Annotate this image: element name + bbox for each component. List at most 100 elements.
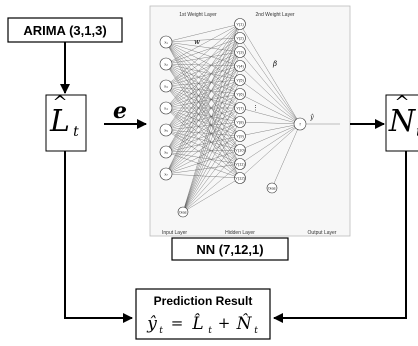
nn-hidden-node: Y(9) [234, 130, 246, 142]
nn-weight-1-line [165, 163, 241, 175]
nn-weight-1-line [165, 41, 241, 109]
nn-hidden-node-label: Y(2) [236, 36, 244, 41]
nn-hidden-node: Y(5) [234, 74, 246, 86]
nn-nodes: x₁ x₂ x₃ x₄ x₅ x₆ x₇ bias Y(1) Y(2) Y(3) Y(4) Y(5) Y(… [159, 18, 307, 218]
nn-weight-2-line [239, 123, 301, 179]
nn-weight-1-line [165, 51, 241, 65]
formula-plus: + [218, 314, 231, 332]
nn-output-node: f [293, 117, 307, 131]
nn-weight-1-line [165, 85, 241, 109]
nn-weight-1-line [165, 63, 241, 137]
nn-weight-1-line [165, 65, 241, 153]
nn-weight-2-line [239, 37, 301, 125]
svg-text:^: ^ [394, 92, 409, 113]
nn-weight-1-line [165, 63, 241, 179]
nn-input-node-label: x₅ [164, 128, 168, 133]
nn-input-bias-node: bias [177, 206, 189, 218]
nn-weight-1-line [165, 63, 241, 67]
prediction-title: Prediction Result [154, 294, 253, 308]
nn-input-node: x₂ [159, 57, 173, 71]
nn-weight-1-line [165, 85, 241, 179]
nn-weight-1-line [165, 173, 241, 179]
arima-label: ARIMA (3,1,3) [23, 23, 106, 38]
nn-input-node-label: x₁ [164, 40, 168, 45]
nn-weight-1-line [165, 51, 241, 153]
nn-weight-1-line [165, 23, 241, 175]
nn-weight-1-line [165, 41, 241, 67]
nn-weight-2-line [239, 51, 301, 125]
nn-hidden-node-label: Y(12) [235, 176, 245, 181]
nn-weight-1-line [182, 163, 241, 213]
nn-weight-1-line [165, 37, 241, 131]
nn-weight-2-line [239, 123, 301, 165]
nn-weight-1-line [165, 63, 241, 81]
nn-weight-1-line [165, 23, 241, 87]
arrow-lhat-to-prediction [64, 151, 133, 323]
nn-hidden-node-label: Y(5) [236, 78, 244, 83]
arima-box: ARIMA (3,1,3) [7, 17, 123, 43]
nn-weight-1-line [165, 85, 241, 95]
nn-weight-1-line [165, 129, 241, 165]
nn-weight-1-line [165, 107, 241, 137]
nn-hidden-node: Y(6) [234, 88, 246, 100]
prediction-box: Prediction Result ŷ t = L̂ t + N̂ t [135, 288, 271, 340]
second-weight-layer-label: 2nd Weight Layer [255, 12, 294, 18]
nn-hidden-node: Y(10) [234, 144, 246, 156]
nn-weight-1-line [165, 107, 241, 165]
nn-weight-1-line [165, 63, 241, 109]
nn-weight-1-line [165, 23, 241, 65]
nn-hidden-node-label: Y(3) [236, 50, 244, 55]
nn-weight-1-line [165, 93, 241, 131]
nn-weight-1-line [165, 85, 241, 151]
l-hat-box: L ^ t [45, 92, 87, 152]
nn-hidden-node-label: Y(7) [236, 106, 244, 111]
nn-weight-1-line [182, 79, 241, 213]
nn-weight-1-line [165, 63, 241, 151]
nn-weight-1-line [165, 41, 241, 137]
nn-weight-1-line [165, 41, 241, 179]
nn-weight-1-line [165, 151, 241, 179]
nn-weight-1-line [165, 23, 241, 131]
nn-weight-1-line [165, 107, 241, 179]
formula-y-sub: t [159, 326, 163, 336]
nn-hidden-node-label: Y(1) [236, 22, 244, 27]
nn-hidden-bias-node-label: bias [268, 186, 275, 191]
nn-weight-1-line [165, 107, 241, 175]
nn-weight-1-line [165, 41, 241, 151]
nn-weight-1-line [165, 149, 241, 175]
nn-weight-1-line [165, 65, 241, 131]
nn-weight-1-line [165, 65, 241, 175]
formula-y: ŷ [146, 314, 157, 334]
nn-weight-1-line [165, 23, 241, 43]
nn-label: NN (7,12,1) [196, 242, 263, 257]
nn-input-node: x₁ [159, 35, 173, 49]
formula-eq: = [171, 314, 184, 332]
nn-output-node-label: f [299, 122, 301, 127]
nn-weight-2-line [239, 65, 301, 125]
nn-hidden-node: Y(7) [234, 102, 246, 114]
nn-weight-1-line [165, 37, 241, 153]
nn-weight-1-line [165, 121, 241, 153]
nn-weight-1-line [182, 37, 241, 213]
formula-l: L̂ [191, 314, 203, 334]
nn-input-node-label: x₃ [164, 84, 168, 89]
nn-connections [165, 23, 340, 213]
nn-hidden-node-label: Y(9) [236, 134, 244, 139]
nn-weight-1-line [165, 107, 241, 151]
weight-2-symbol: β [272, 60, 277, 68]
nn-hidden-node-label: Y(11) [235, 162, 245, 167]
nn-weight-1-line [165, 37, 241, 175]
nn-weight-1-line [165, 51, 241, 109]
nn-weight-1-line [165, 41, 241, 53]
n-hat-box: N ^ t [385, 92, 418, 152]
nn-weight-1-line [165, 65, 241, 87]
nn-input-node-label: x₄ [164, 106, 168, 111]
hidden-layer-label: Hidden Layer [225, 230, 255, 236]
nn-weight-2-line [239, 23, 301, 125]
output-layer-label: Output Layer [308, 230, 337, 236]
output-symbol: ŷ [309, 114, 314, 121]
nn-input-node: x₅ [159, 123, 173, 137]
nn-weight-1-line [165, 93, 241, 153]
nn-hidden-node-label: Y(10) [235, 148, 245, 153]
nn-weight-2-line [239, 121, 301, 125]
